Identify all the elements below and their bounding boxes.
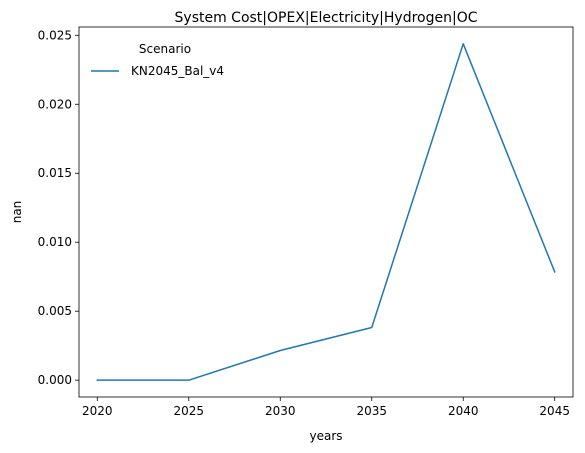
series-layer — [96, 43, 556, 381]
y-tick-label: 0.020 — [38, 97, 72, 111]
x-tick-label: 2035 — [356, 404, 387, 418]
series-line — [96, 43, 556, 381]
x-tick-label: 2045 — [539, 404, 570, 418]
y-tick-label: 0.000 — [38, 373, 72, 387]
y-tick-label: 0.010 — [38, 235, 72, 249]
y-tick-label: 0.015 — [38, 166, 72, 180]
x-tick-label: 2020 — [82, 404, 113, 418]
legend: Scenario KN2045_Bal_v4 — [91, 42, 224, 78]
x-axis: 2020 2025 2030 2035 2040 2045 — [82, 397, 570, 418]
y-axis-label: nan — [10, 201, 24, 224]
y-tick-label: 0.025 — [38, 28, 72, 42]
y-tick-label: 0.005 — [38, 304, 72, 318]
legend-title: Scenario — [139, 42, 191, 56]
x-tick-label: 2030 — [265, 404, 296, 418]
x-tick-label: 2025 — [174, 404, 205, 418]
y-axis: 0.000 0.005 0.010 0.015 0.020 0.025 — [38, 28, 79, 387]
plot-area — [78, 26, 574, 398]
x-tick-label: 2040 — [448, 404, 479, 418]
chart-title: System Cost|OPEX|Electricity|Hydrogen|OC — [175, 10, 478, 26]
legend-entry-label: KN2045_Bal_v4 — [131, 64, 224, 78]
x-axis-label: years — [309, 429, 342, 443]
